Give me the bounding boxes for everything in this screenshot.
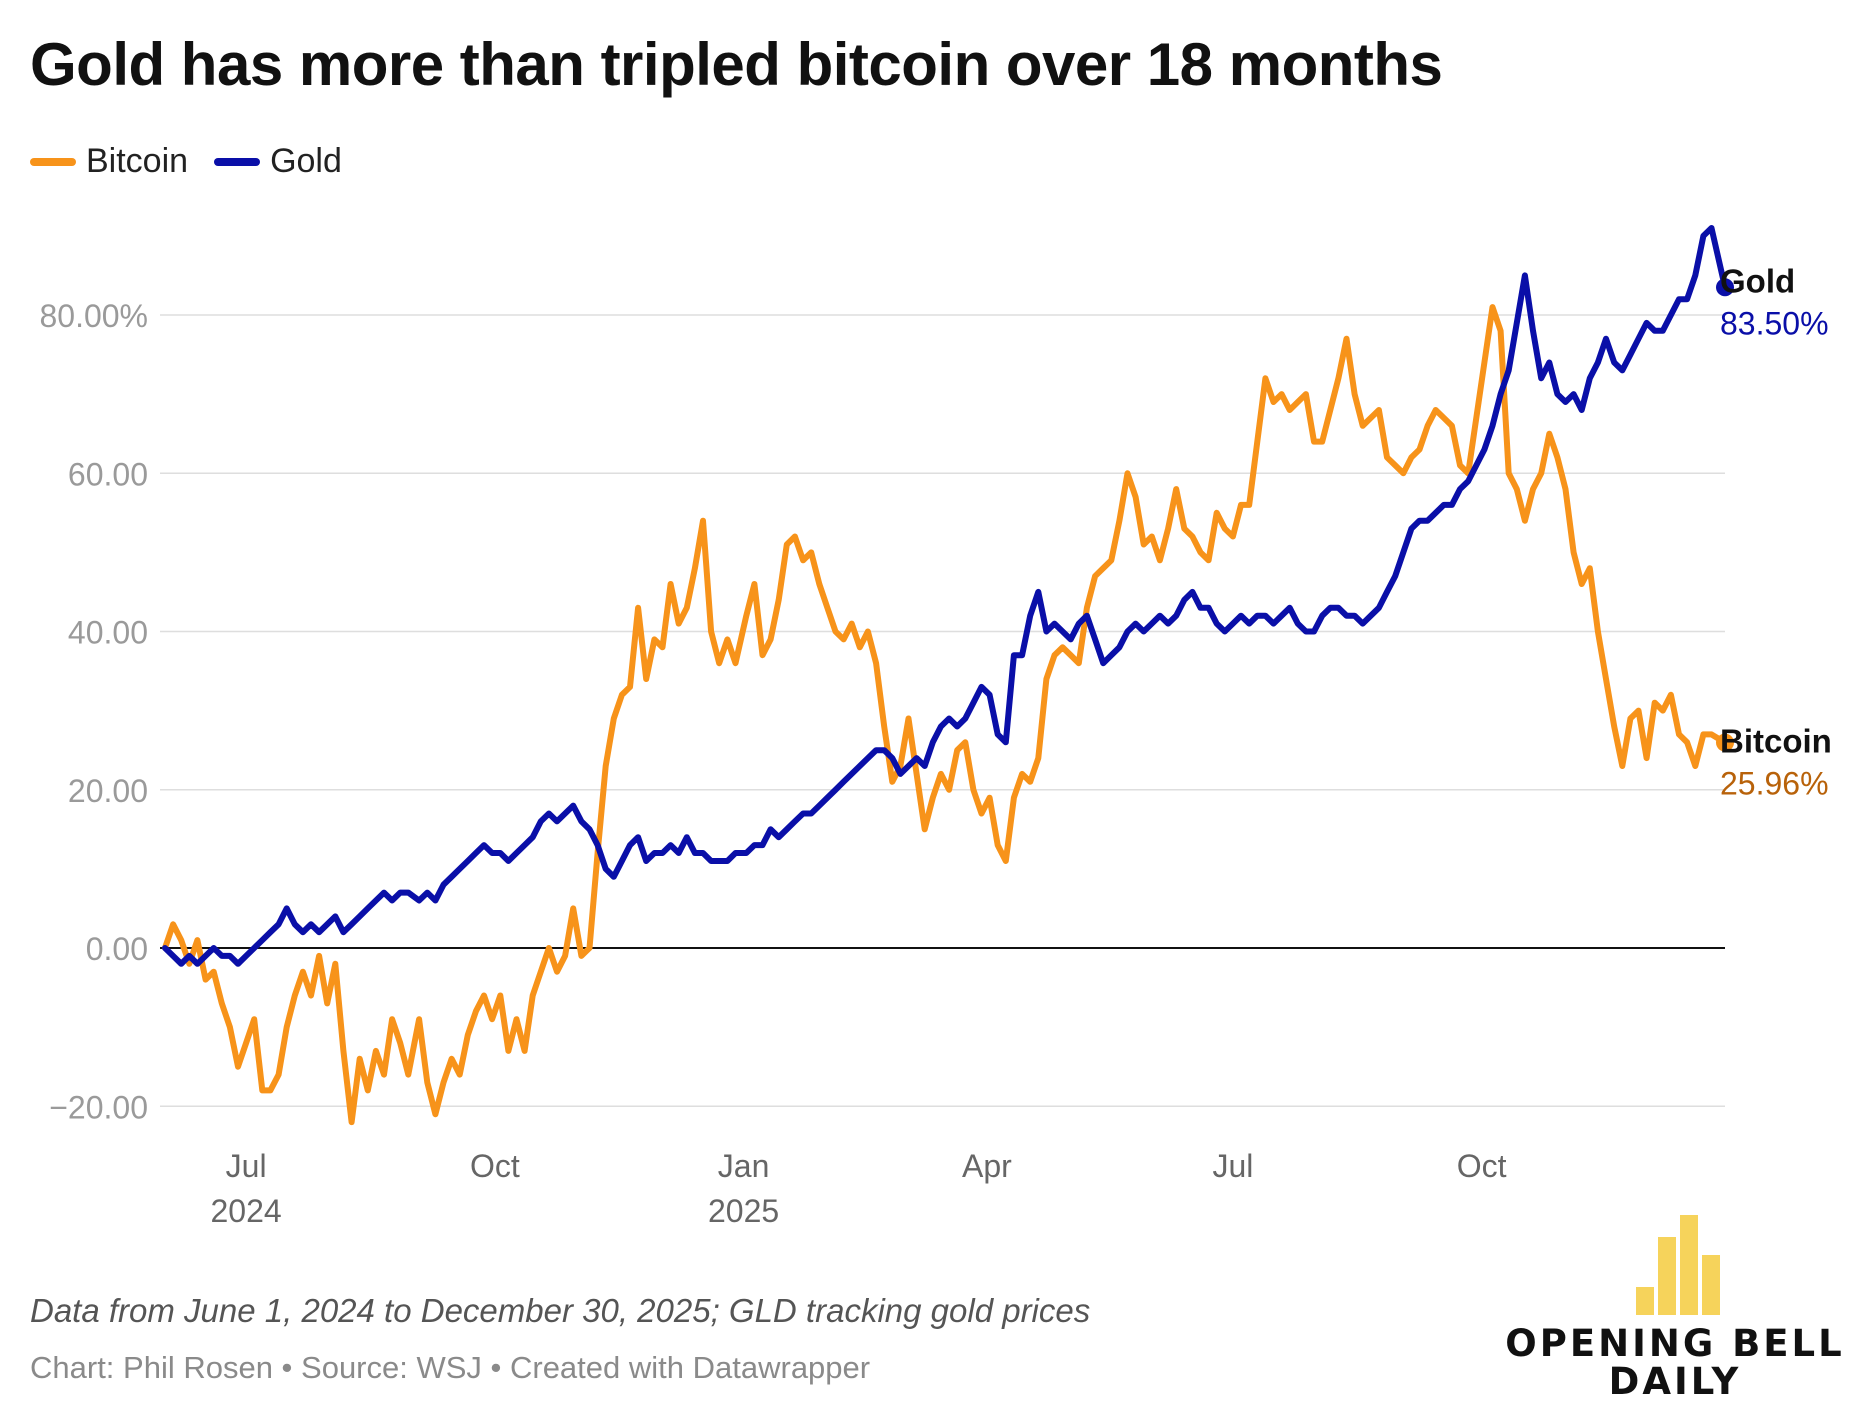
- y-tick-label-1: 60.00: [68, 456, 148, 492]
- x-tick-label-3: Apr: [962, 1148, 1012, 1184]
- series-line-bitcoin: [162, 304, 1728, 1126]
- chart-title: Gold has more than tripled bitcoin over …: [30, 31, 1443, 98]
- x-tick-label-5: Oct: [1457, 1148, 1507, 1184]
- logo-text: OPENING BELL DAILY: [1500, 1325, 1850, 1401]
- series-line-gold: [162, 225, 1728, 967]
- end-label-gold-value: 83.50%: [1720, 305, 1829, 341]
- x-tick-label-1: Oct: [470, 1148, 520, 1184]
- x-tick-label-2: Jan: [718, 1148, 770, 1184]
- end-point-bitcoin: [1716, 733, 1734, 752]
- x-tick-sublabel-2: 2025: [708, 1193, 779, 1229]
- y-tick-label-3: 20.00: [68, 773, 148, 809]
- x-tick-label-0: Jul: [226, 1148, 267, 1184]
- y-tick-label-5: −20.00: [49, 1089, 148, 1125]
- legend-item-gold: Gold: [214, 142, 342, 181]
- footer-note: Data from June 1, 2024 to December 30, 2…: [30, 1292, 1091, 1329]
- legend-label-bitcoin: Bitcoin: [86, 142, 189, 180]
- legend: Bitcoin Gold: [30, 142, 368, 181]
- end-label-gold-name: Gold: [1720, 262, 1795, 299]
- opening-bell-daily-logo: OPENING BELL DAILY: [1500, 1215, 1850, 1401]
- logo-line-2: DAILY: [1608, 1360, 1742, 1403]
- x-tick-sublabel-0: 2024: [211, 1193, 282, 1229]
- footer-credit: Chart: Phil Rosen • Source: WSJ • Create…: [30, 1350, 871, 1385]
- legend-swatch-gold: [214, 157, 261, 166]
- end-label-bitcoin-name: Bitcoin: [1720, 723, 1832, 760]
- legend-swatch-bitcoin: [30, 157, 76, 166]
- end-point-gold: [1716, 278, 1734, 297]
- end-label-bitcoin-value: 25.96%: [1720, 766, 1829, 802]
- y-tick-label-0: 80.00%: [39, 298, 148, 334]
- legend-label-gold: Gold: [270, 142, 342, 180]
- logo-line-1: OPENING BELL: [1505, 1322, 1845, 1365]
- legend-item-bitcoin: Bitcoin: [30, 142, 188, 181]
- y-tick-label-4: 0.00: [86, 931, 148, 967]
- logo-bars-icon: [1636, 1215, 1720, 1315]
- y-tick-label-2: 40.00: [68, 615, 148, 651]
- x-tick-label-4: Jul: [1212, 1148, 1253, 1184]
